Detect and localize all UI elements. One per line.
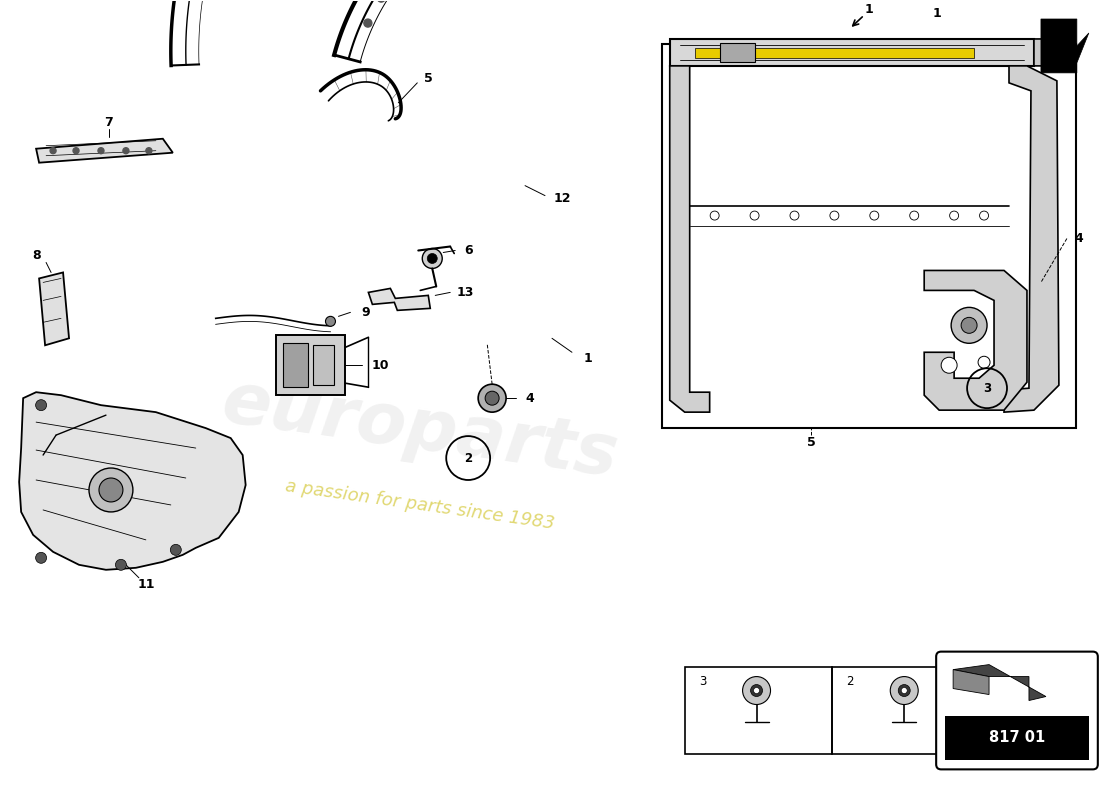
Circle shape: [422, 249, 442, 269]
Circle shape: [952, 307, 987, 343]
Bar: [684, 666, 833, 754]
Circle shape: [961, 318, 977, 334]
Polygon shape: [1034, 39, 1066, 66]
Bar: [276, 335, 345, 395]
Circle shape: [478, 384, 506, 412]
Circle shape: [790, 211, 799, 220]
Text: 6: 6: [464, 244, 473, 257]
Text: 3: 3: [983, 382, 991, 394]
Circle shape: [890, 677, 918, 705]
Polygon shape: [368, 289, 430, 310]
Bar: [312, 346, 334, 386]
Circle shape: [980, 211, 989, 220]
Polygon shape: [924, 270, 1027, 410]
Bar: [833, 666, 980, 754]
Circle shape: [99, 478, 123, 502]
Circle shape: [73, 148, 79, 154]
Text: 1: 1: [865, 2, 873, 15]
Bar: [662, 44, 1076, 428]
Text: 12: 12: [553, 192, 571, 205]
Polygon shape: [1041, 19, 1089, 73]
Circle shape: [123, 148, 129, 154]
Text: 3: 3: [698, 675, 706, 688]
Text: 2: 2: [847, 675, 854, 688]
Circle shape: [146, 148, 152, 154]
Circle shape: [750, 685, 762, 697]
Circle shape: [870, 211, 879, 220]
Polygon shape: [19, 392, 245, 570]
Text: 1: 1: [583, 352, 592, 365]
Text: europarts: europarts: [218, 368, 623, 492]
Polygon shape: [1004, 66, 1059, 412]
Text: 817 01: 817 01: [989, 730, 1045, 745]
Polygon shape: [670, 66, 710, 412]
Text: 4: 4: [1075, 232, 1084, 245]
Circle shape: [829, 211, 839, 220]
Circle shape: [899, 685, 910, 697]
Text: 13: 13: [456, 286, 474, 299]
FancyBboxPatch shape: [936, 652, 1098, 770]
Text: 9: 9: [361, 306, 370, 319]
Circle shape: [949, 211, 958, 220]
Polygon shape: [36, 138, 173, 162]
Circle shape: [754, 687, 759, 694]
Circle shape: [35, 400, 46, 410]
Circle shape: [116, 559, 127, 570]
Text: 8: 8: [32, 249, 41, 262]
Text: 4: 4: [526, 392, 535, 405]
Circle shape: [35, 552, 46, 563]
Polygon shape: [953, 665, 1046, 701]
Polygon shape: [953, 670, 989, 694]
Circle shape: [98, 148, 104, 154]
Circle shape: [51, 148, 56, 154]
Circle shape: [326, 316, 336, 326]
Text: 5: 5: [807, 435, 816, 449]
Bar: [283, 343, 308, 387]
Circle shape: [910, 211, 918, 220]
Bar: [670, 39, 1034, 66]
Circle shape: [427, 254, 437, 263]
Text: 10: 10: [372, 358, 389, 372]
Bar: [945, 717, 1089, 760]
Text: a passion for parts since 1983: a passion for parts since 1983: [285, 477, 557, 533]
Circle shape: [170, 544, 182, 555]
Text: 5: 5: [424, 72, 432, 86]
Circle shape: [750, 211, 759, 220]
Circle shape: [978, 356, 990, 368]
Circle shape: [485, 391, 499, 405]
Text: 1: 1: [933, 6, 942, 19]
Circle shape: [942, 358, 957, 374]
Polygon shape: [40, 273, 69, 346]
Circle shape: [377, 0, 385, 2]
Text: 2: 2: [464, 451, 472, 465]
Circle shape: [742, 677, 770, 705]
Text: 11: 11: [138, 578, 155, 591]
Circle shape: [364, 19, 372, 27]
Circle shape: [711, 211, 719, 220]
Bar: [695, 48, 975, 58]
Bar: [719, 43, 755, 62]
Text: 7: 7: [104, 116, 113, 130]
Circle shape: [89, 468, 133, 512]
Circle shape: [901, 687, 908, 694]
